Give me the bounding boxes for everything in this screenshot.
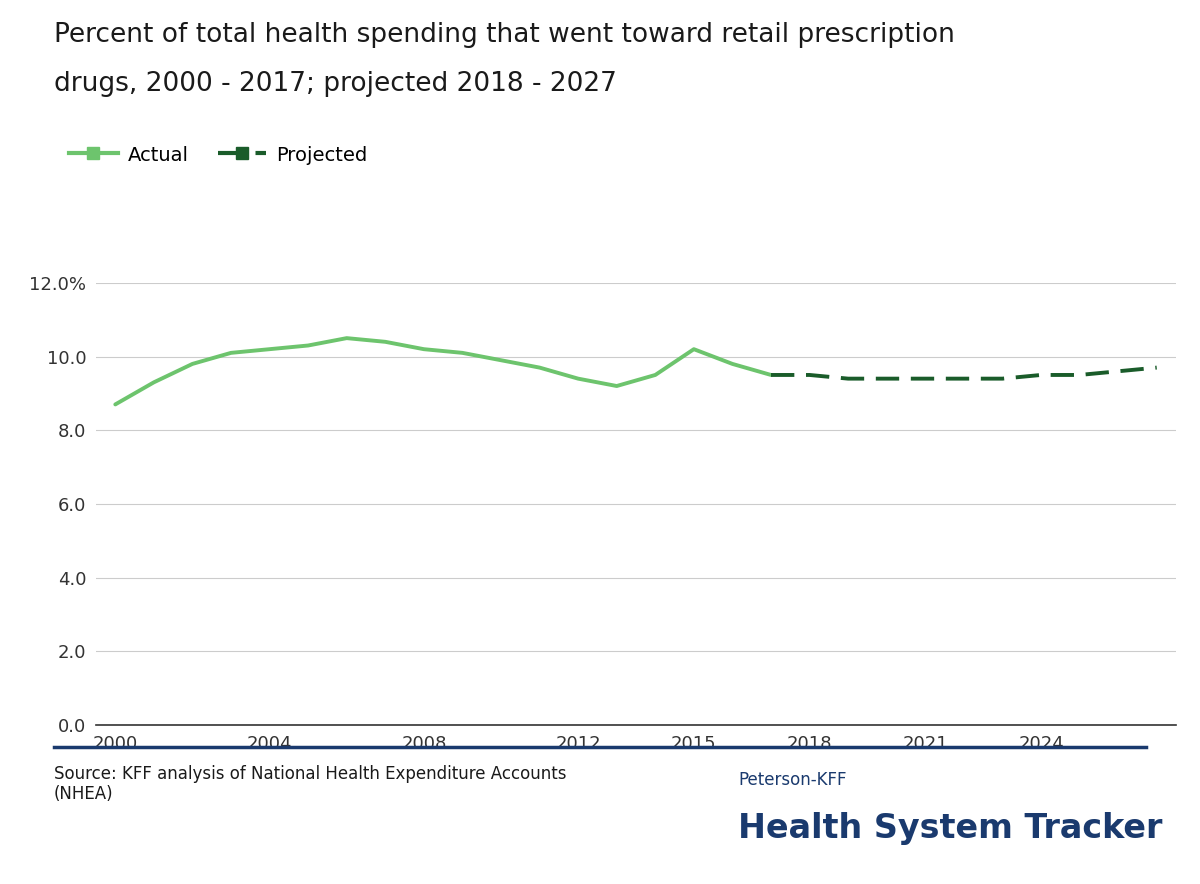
Legend: Actual, Projected: Actual, Projected	[61, 138, 374, 172]
Text: Source: KFF analysis of National Health Expenditure Accounts
(NHEA): Source: KFF analysis of National Health …	[54, 765, 566, 804]
Text: Health System Tracker: Health System Tracker	[738, 812, 1163, 844]
Text: Peterson-KFF: Peterson-KFF	[738, 771, 846, 789]
Text: drugs, 2000 - 2017; projected 2018 - 2027: drugs, 2000 - 2017; projected 2018 - 202…	[54, 71, 617, 96]
Text: Percent of total health spending that went toward retail prescription: Percent of total health spending that we…	[54, 22, 955, 48]
